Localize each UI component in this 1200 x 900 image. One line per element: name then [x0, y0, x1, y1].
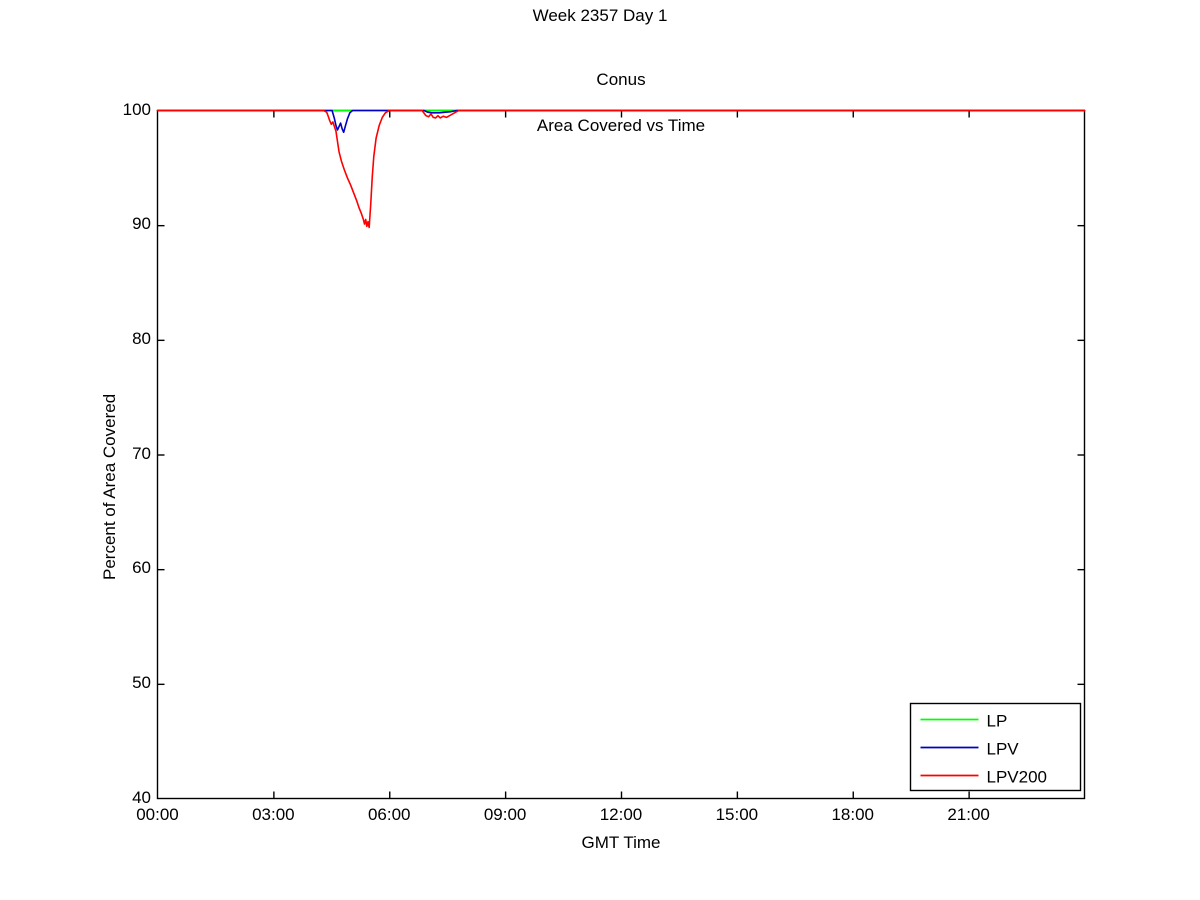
x-tick-label: 21:00 — [947, 804, 990, 824]
x-axis-label: GMT Time — [581, 833, 661, 852]
y-tick-label: 100 — [122, 99, 151, 119]
x-tick-label: 15:00 — [715, 804, 759, 824]
legend-label-lpv200: LPV200 — [987, 768, 1048, 787]
x-tick-label: 12:00 — [599, 804, 643, 824]
figure-suptitle: Week 2357 Day 1 — [532, 6, 668, 25]
legend-label-lpv: LPV — [987, 740, 1020, 759]
x-tick-label: 09:00 — [483, 804, 527, 824]
y-tick-label: 40 — [132, 787, 151, 807]
axis-ticks — [157, 110, 1085, 799]
plot-frame — [156, 109, 1086, 800]
axes-title-line2: Area Covered vs Time — [536, 116, 706, 135]
x-tick-label: 06:00 — [367, 804, 411, 824]
legend-box[interactable]: LP LPV LPV200 — [909, 702, 1082, 792]
y-tick-label: 50 — [132, 672, 151, 692]
axes-title: Conus Area Covered vs Time — [157, 45, 1085, 160]
y-tick-label: 80 — [132, 328, 151, 348]
series-line-lpv200 — [156, 109, 1086, 229]
legend-label-lp: LP — [987, 712, 1008, 731]
x-tick-label: 18:00 — [831, 804, 875, 824]
y-tick-label: 60 — [132, 558, 151, 578]
x-tick-label: 03:00 — [252, 804, 295, 824]
series-line-lpv — [156, 109, 1086, 134]
data-series-layer — [156, 109, 1086, 229]
axes-title-line1: Conus — [596, 70, 646, 89]
y-tick-label: 90 — [132, 214, 151, 234]
x-tick-label: 00:00 — [136, 804, 179, 824]
y-tick-label: 70 — [132, 443, 151, 463]
